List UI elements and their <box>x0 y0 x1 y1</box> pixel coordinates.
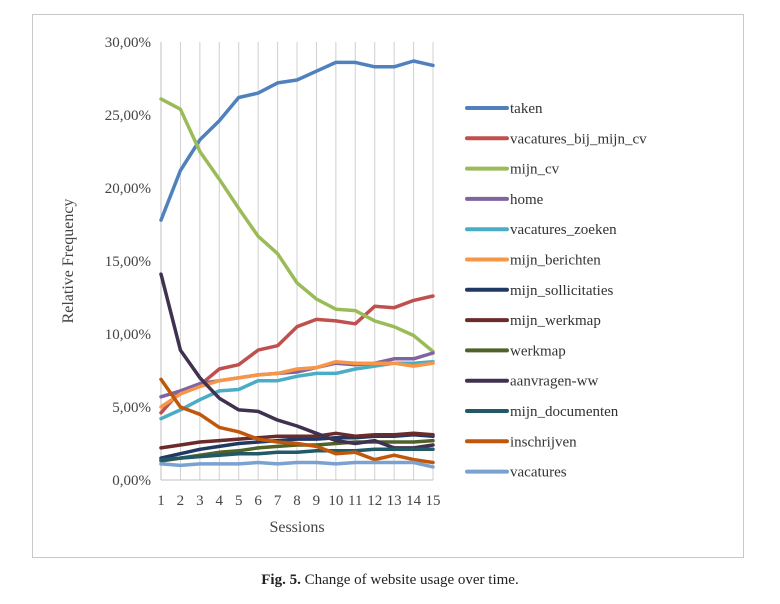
y-tick-label: 20,00% <box>105 181 151 197</box>
series-lines <box>159 59 435 469</box>
figure-caption: Fig. 5. Change of website usage over tim… <box>0 572 780 589</box>
x-tick-label: 4 <box>216 493 224 509</box>
series-line-vacatures <box>159 460 435 469</box>
legend-label: vacatures_bij_mijn_cv <box>510 131 647 147</box>
x-tick-label: 6 <box>254 493 262 509</box>
x-tick-label: 9 <box>313 493 321 509</box>
x-tick-label: 11 <box>348 493 362 509</box>
legend-label: vacatures_zoeken <box>510 222 617 238</box>
legend-label: mijn_documenten <box>510 404 619 420</box>
x-tick-label: 10 <box>328 493 343 509</box>
series-line-taken <box>159 59 435 222</box>
series-line-mijn_werkmap <box>159 431 435 450</box>
caption-label: Fig. 5. <box>261 572 301 588</box>
legend-label: mijn_werkmap <box>510 313 601 329</box>
x-axis-title: Sessions <box>269 519 324 536</box>
legend-label: mijn_cv <box>510 162 560 178</box>
series-line-aanvragen-ww <box>159 272 435 450</box>
legend-label: mijn_sollicitaties <box>510 283 613 299</box>
legend-label: taken <box>510 101 543 117</box>
y-tick-label: 25,00% <box>105 108 151 124</box>
y-axis-title: Relative Frequency <box>60 199 77 324</box>
legend-label: vacatures <box>510 465 567 481</box>
x-tick-label: 7 <box>274 493 282 509</box>
line-chart: 0,00% 5,00% 10,00% 15,00% 20,00% 25,00% 30,00%… <box>60 35 647 536</box>
x-tick-label: 5 <box>235 493 243 509</box>
x-tick-label: 14 <box>406 493 422 509</box>
y-tick-label: 5,00% <box>112 400 151 416</box>
y-tick-label: 10,00% <box>105 327 151 343</box>
y-tick-label: 30,00% <box>105 35 151 51</box>
legend-label: mijn_berichten <box>510 253 601 269</box>
x-tick-label: 3 <box>196 493 204 509</box>
y-tick-label: 0,00% <box>112 473 151 489</box>
gridlines <box>160 42 434 480</box>
legend-label: werkmap <box>510 343 566 359</box>
series-line-vacatures_bij_mijn_cv <box>159 294 435 415</box>
x-tick-label: 15 <box>426 493 441 509</box>
series-line-inschrijven <box>159 377 435 465</box>
x-tick-label: 13 <box>387 493 402 509</box>
series-line-mijn_documenten <box>159 447 435 462</box>
axes: 0,00% 5,00% 10,00% 15,00% 20,00% 25,00% 30,00%… <box>105 35 441 509</box>
legend-label: aanvragen-ww <box>510 374 598 390</box>
x-tick-label: 2 <box>177 493 185 509</box>
legend-label: home <box>510 192 544 208</box>
x-tick-label: 8 <box>293 493 301 509</box>
caption-text: Change of website usage over time. <box>300 572 519 588</box>
series-line-mijn_cv <box>159 97 435 354</box>
x-tick-label: 12 <box>367 493 382 509</box>
y-tick-label: 15,00% <box>105 254 151 270</box>
figure-frame: 0,00% 5,00% 10,00% 15,00% 20,00% 25,00% 30,00%… <box>32 14 744 558</box>
legend-label: inschrijven <box>510 434 577 450</box>
x-tick-label: 1 <box>157 493 165 509</box>
